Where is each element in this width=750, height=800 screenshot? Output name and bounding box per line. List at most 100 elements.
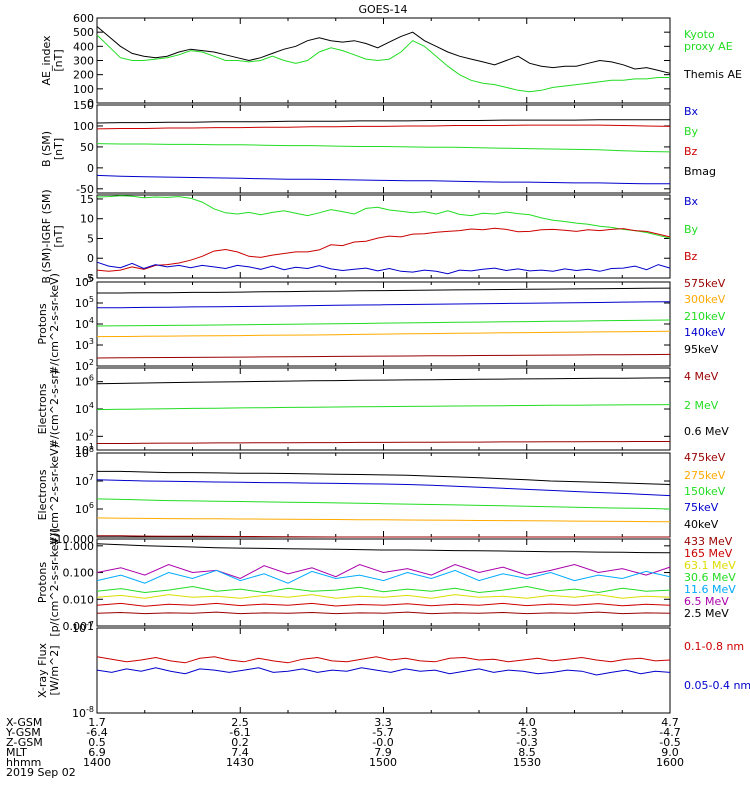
legend-entry: Bmag bbox=[684, 165, 716, 178]
ephemeris-value: 1430 bbox=[226, 756, 254, 769]
legend-entry: 575keV bbox=[684, 277, 726, 290]
y-tick-label: 500 bbox=[73, 26, 94, 39]
legend-entry: By bbox=[684, 125, 699, 138]
y-tick-label: 0.001 bbox=[63, 620, 95, 633]
ephemeris-value: 3.3 bbox=[374, 716, 392, 729]
series-line bbox=[96, 585, 671, 594]
legend-entry: Bx bbox=[684, 195, 699, 208]
series-line bbox=[96, 261, 671, 275]
y-tick-label: 10 bbox=[80, 213, 94, 226]
series-line bbox=[97, 301, 671, 309]
legend-entry: 0.05-0.4 nm bbox=[684, 679, 750, 692]
legend-entry: 0.6 MeV bbox=[684, 425, 729, 438]
y-axis-label: B (SM)-IGRF (SM)[nT] bbox=[40, 189, 65, 283]
legend-entry: 210keV bbox=[684, 310, 726, 323]
series-line bbox=[97, 470, 671, 485]
y-axis-label: Protons#/(cm^2-s-sr-keV) bbox=[36, 273, 61, 375]
chart-title: GOES-14 bbox=[358, 3, 407, 16]
legend-entry: Themis AE bbox=[683, 68, 742, 81]
series-line bbox=[96, 319, 671, 327]
legend-entry: 140keV bbox=[684, 326, 726, 339]
ephemeris-label: Z-GSM bbox=[6, 736, 43, 749]
panel-frame bbox=[96, 17, 671, 104]
ephemeris-value: 1530 bbox=[513, 756, 541, 769]
series-line bbox=[96, 174, 670, 185]
series-line bbox=[96, 377, 671, 385]
ephemeris-value: 8.5 bbox=[518, 746, 536, 759]
series-line bbox=[97, 441, 670, 444]
y-axis-label: Electrons#/(cm^2-s-sr) bbox=[36, 370, 61, 448]
series-line bbox=[96, 602, 671, 607]
ephemeris-label: MLT bbox=[6, 746, 27, 759]
series-line bbox=[96, 227, 671, 272]
panel-frame bbox=[96, 627, 671, 714]
series-line bbox=[96, 517, 671, 523]
series-line bbox=[96, 330, 671, 338]
y-tick-label: 300 bbox=[73, 55, 94, 68]
panel-4: 102 103 104 105 106 Protons#/(cm^2-s-sr-keV) 5… bbox=[36, 273, 726, 375]
legend-entry: Bz bbox=[684, 145, 698, 158]
y-tick-label: 106 bbox=[75, 374, 94, 389]
ephemeris-label: X-GSM bbox=[6, 716, 42, 729]
ephemeris-value: 6.9 bbox=[88, 746, 106, 759]
legend-entry: 6.5 MeV bbox=[684, 595, 729, 608]
legend-entry: 2.5 MeV bbox=[684, 607, 729, 620]
legend-entry: 433 MeV bbox=[684, 535, 733, 548]
legend-entry: 75keV bbox=[684, 501, 719, 514]
y-tick-label: 0 bbox=[87, 252, 94, 265]
y-tick-label: 200 bbox=[73, 69, 94, 82]
series-line bbox=[96, 667, 671, 676]
panel-frame bbox=[96, 104, 671, 194]
ephemeris-value: -0.0 bbox=[372, 736, 393, 749]
legend-entry: 275keV bbox=[684, 469, 726, 482]
ephemeris-value: 2.5 bbox=[231, 716, 249, 729]
y-axis-label: Electrons#/(cm^2-s-sr-keV) bbox=[36, 444, 61, 546]
series-line bbox=[96, 404, 671, 411]
ephemeris-value: 7.4 bbox=[231, 746, 249, 759]
series-line bbox=[96, 195, 671, 239]
y-tick-label: 101 bbox=[75, 442, 94, 457]
ephemeris-value: 1500 bbox=[369, 756, 397, 769]
legend-entry: 30.6 MeV bbox=[684, 571, 736, 584]
ephemeris-value: 0.2 bbox=[231, 736, 249, 749]
y-axis-label: AE_index[nT] bbox=[40, 35, 65, 86]
legend-entry: Bz bbox=[684, 250, 698, 263]
panel-3: -5 0 5 10 15 B (SM)-IGRF (SM)[nT] Bx By Bz bbox=[40, 189, 699, 285]
panel-8: 10-8 10-7 X-ray Flux[W/m^2] 0.1-0.8 nm 0.05-… bbox=[36, 620, 750, 720]
legend-entry: 0.1-0.8 nm bbox=[684, 640, 744, 653]
panel-frame bbox=[96, 194, 671, 279]
series-line bbox=[96, 543, 671, 554]
y-tick-label: 1.000 bbox=[63, 540, 95, 553]
y-tick-label: -50 bbox=[76, 183, 94, 196]
legend-entry: 4 MeV bbox=[684, 370, 719, 383]
y-tick-label: 15 bbox=[80, 193, 94, 206]
y-tick-label: 0 bbox=[87, 97, 94, 110]
series-line bbox=[96, 611, 671, 615]
ephemeris-value: 9.0 bbox=[661, 746, 679, 759]
series-line bbox=[96, 569, 671, 584]
y-tick-label: 0.010 bbox=[63, 593, 95, 606]
ephemeris-value: -0.3 bbox=[516, 736, 537, 749]
ephemeris-value: 1.7 bbox=[88, 716, 106, 729]
series-line bbox=[96, 479, 671, 497]
legend-entry: 300keV bbox=[684, 293, 726, 306]
y-tick-label: 106 bbox=[75, 274, 94, 289]
y-tick-label: 104 bbox=[75, 401, 94, 416]
ephemeris-value: -4.7 bbox=[659, 726, 680, 739]
panels: 0100200300400500600AE_index[nT]Kyotoprox… bbox=[36, 12, 750, 720]
y-tick-label: 100 bbox=[73, 83, 94, 96]
legend-entry: 150keV bbox=[684, 485, 726, 498]
panel-2: -50 0 50 100 150 B (SM)[nT] Bx By Bz Bmag bbox=[40, 99, 716, 196]
legend-entry: 165 MeV bbox=[684, 547, 733, 560]
y-tick-label: 600 bbox=[73, 12, 94, 25]
y-tick-label: 10.000 bbox=[56, 533, 95, 546]
legend-entry: 95keV bbox=[684, 343, 719, 356]
ephemeris-value: 1400 bbox=[83, 756, 111, 769]
ephemeris-label: Y-GSM bbox=[5, 726, 41, 739]
y-axis-label: Protons[p/(cm^2-s-sr-keV)] bbox=[36, 528, 61, 636]
ephemeris-value: -0.5 bbox=[659, 736, 680, 749]
series-line bbox=[96, 34, 670, 93]
y-tick-label: -5 bbox=[83, 272, 94, 285]
